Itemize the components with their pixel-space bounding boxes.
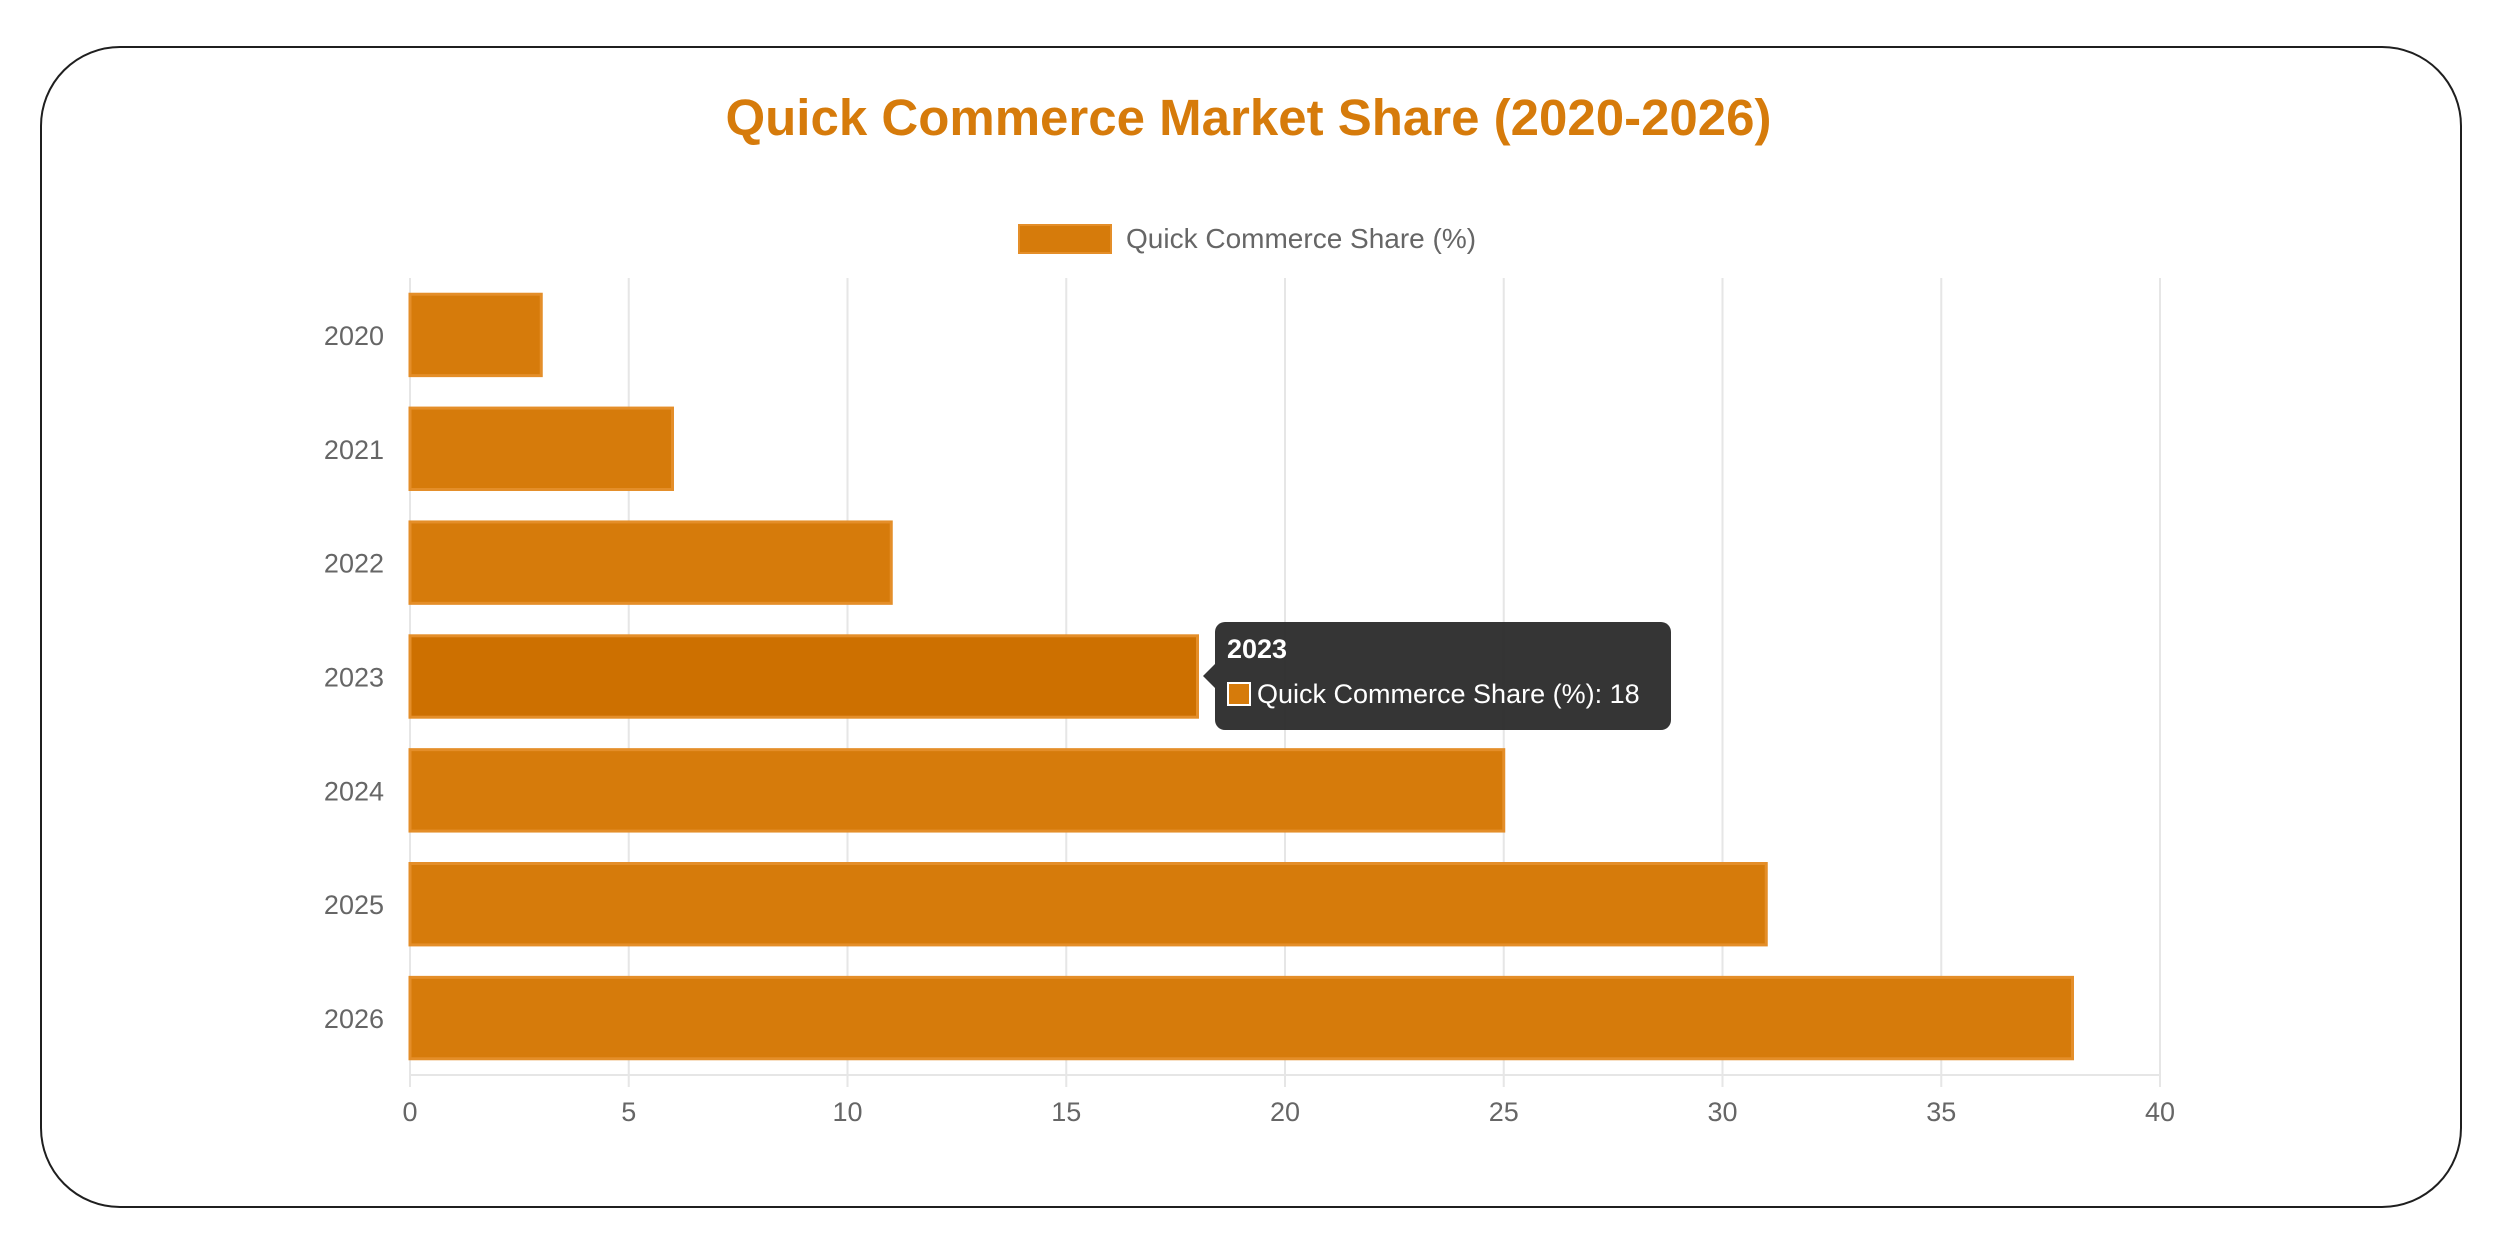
y-tick-label: 2024 — [324, 776, 384, 806]
y-tick-label: 2025 — [324, 890, 384, 920]
tooltip-row: Quick Commerce Share (%): 18 — [1227, 678, 1659, 710]
bar[interactable] — [408, 520, 893, 605]
tooltip-title: 2023 — [1227, 634, 1288, 664]
legend[interactable]: Quick Commerce Share (%) — [1018, 222, 1476, 256]
y-tick-label: 2026 — [324, 1004, 384, 1034]
y-tick-label: 2023 — [324, 663, 384, 693]
bar[interactable] — [408, 975, 2074, 1061]
tooltip-caret — [1203, 664, 1215, 688]
x-tick-label: 20 — [1270, 1097, 1300, 1127]
x-tick-label: 10 — [832, 1097, 862, 1127]
bar[interactable] — [408, 862, 1768, 947]
y-tick-label: 2021 — [324, 435, 384, 465]
x-tick-label: 25 — [1489, 1097, 1519, 1127]
x-tick-label: 30 — [1707, 1097, 1737, 1127]
bar[interactable] — [408, 634, 1199, 719]
bar[interactable] — [408, 748, 1506, 833]
x-tick-label: 0 — [402, 1097, 417, 1127]
tooltip-label: Quick Commerce Share (%): 18 — [1257, 679, 1640, 709]
bar[interactable] — [408, 292, 543, 378]
y-tick-label: 2022 — [324, 549, 384, 579]
legend-swatch — [1018, 224, 1112, 254]
x-tick-label: 5 — [621, 1097, 636, 1127]
x-tick-label: 15 — [1051, 1097, 1081, 1127]
legend-label: Quick Commerce Share (%) — [1126, 223, 1477, 254]
x-tick-label: 40 — [2145, 1097, 2175, 1127]
chart-title: Quick Commerce Market Share (2020-2026) — [725, 89, 1772, 146]
tooltip-swatch — [1227, 682, 1251, 706]
bar[interactable] — [408, 406, 674, 491]
x-tick-label: 35 — [1926, 1097, 1956, 1127]
tooltip: 2023 Quick Commerce Share (%): 18 — [1215, 622, 1671, 730]
y-tick-label: 2020 — [324, 321, 384, 351]
